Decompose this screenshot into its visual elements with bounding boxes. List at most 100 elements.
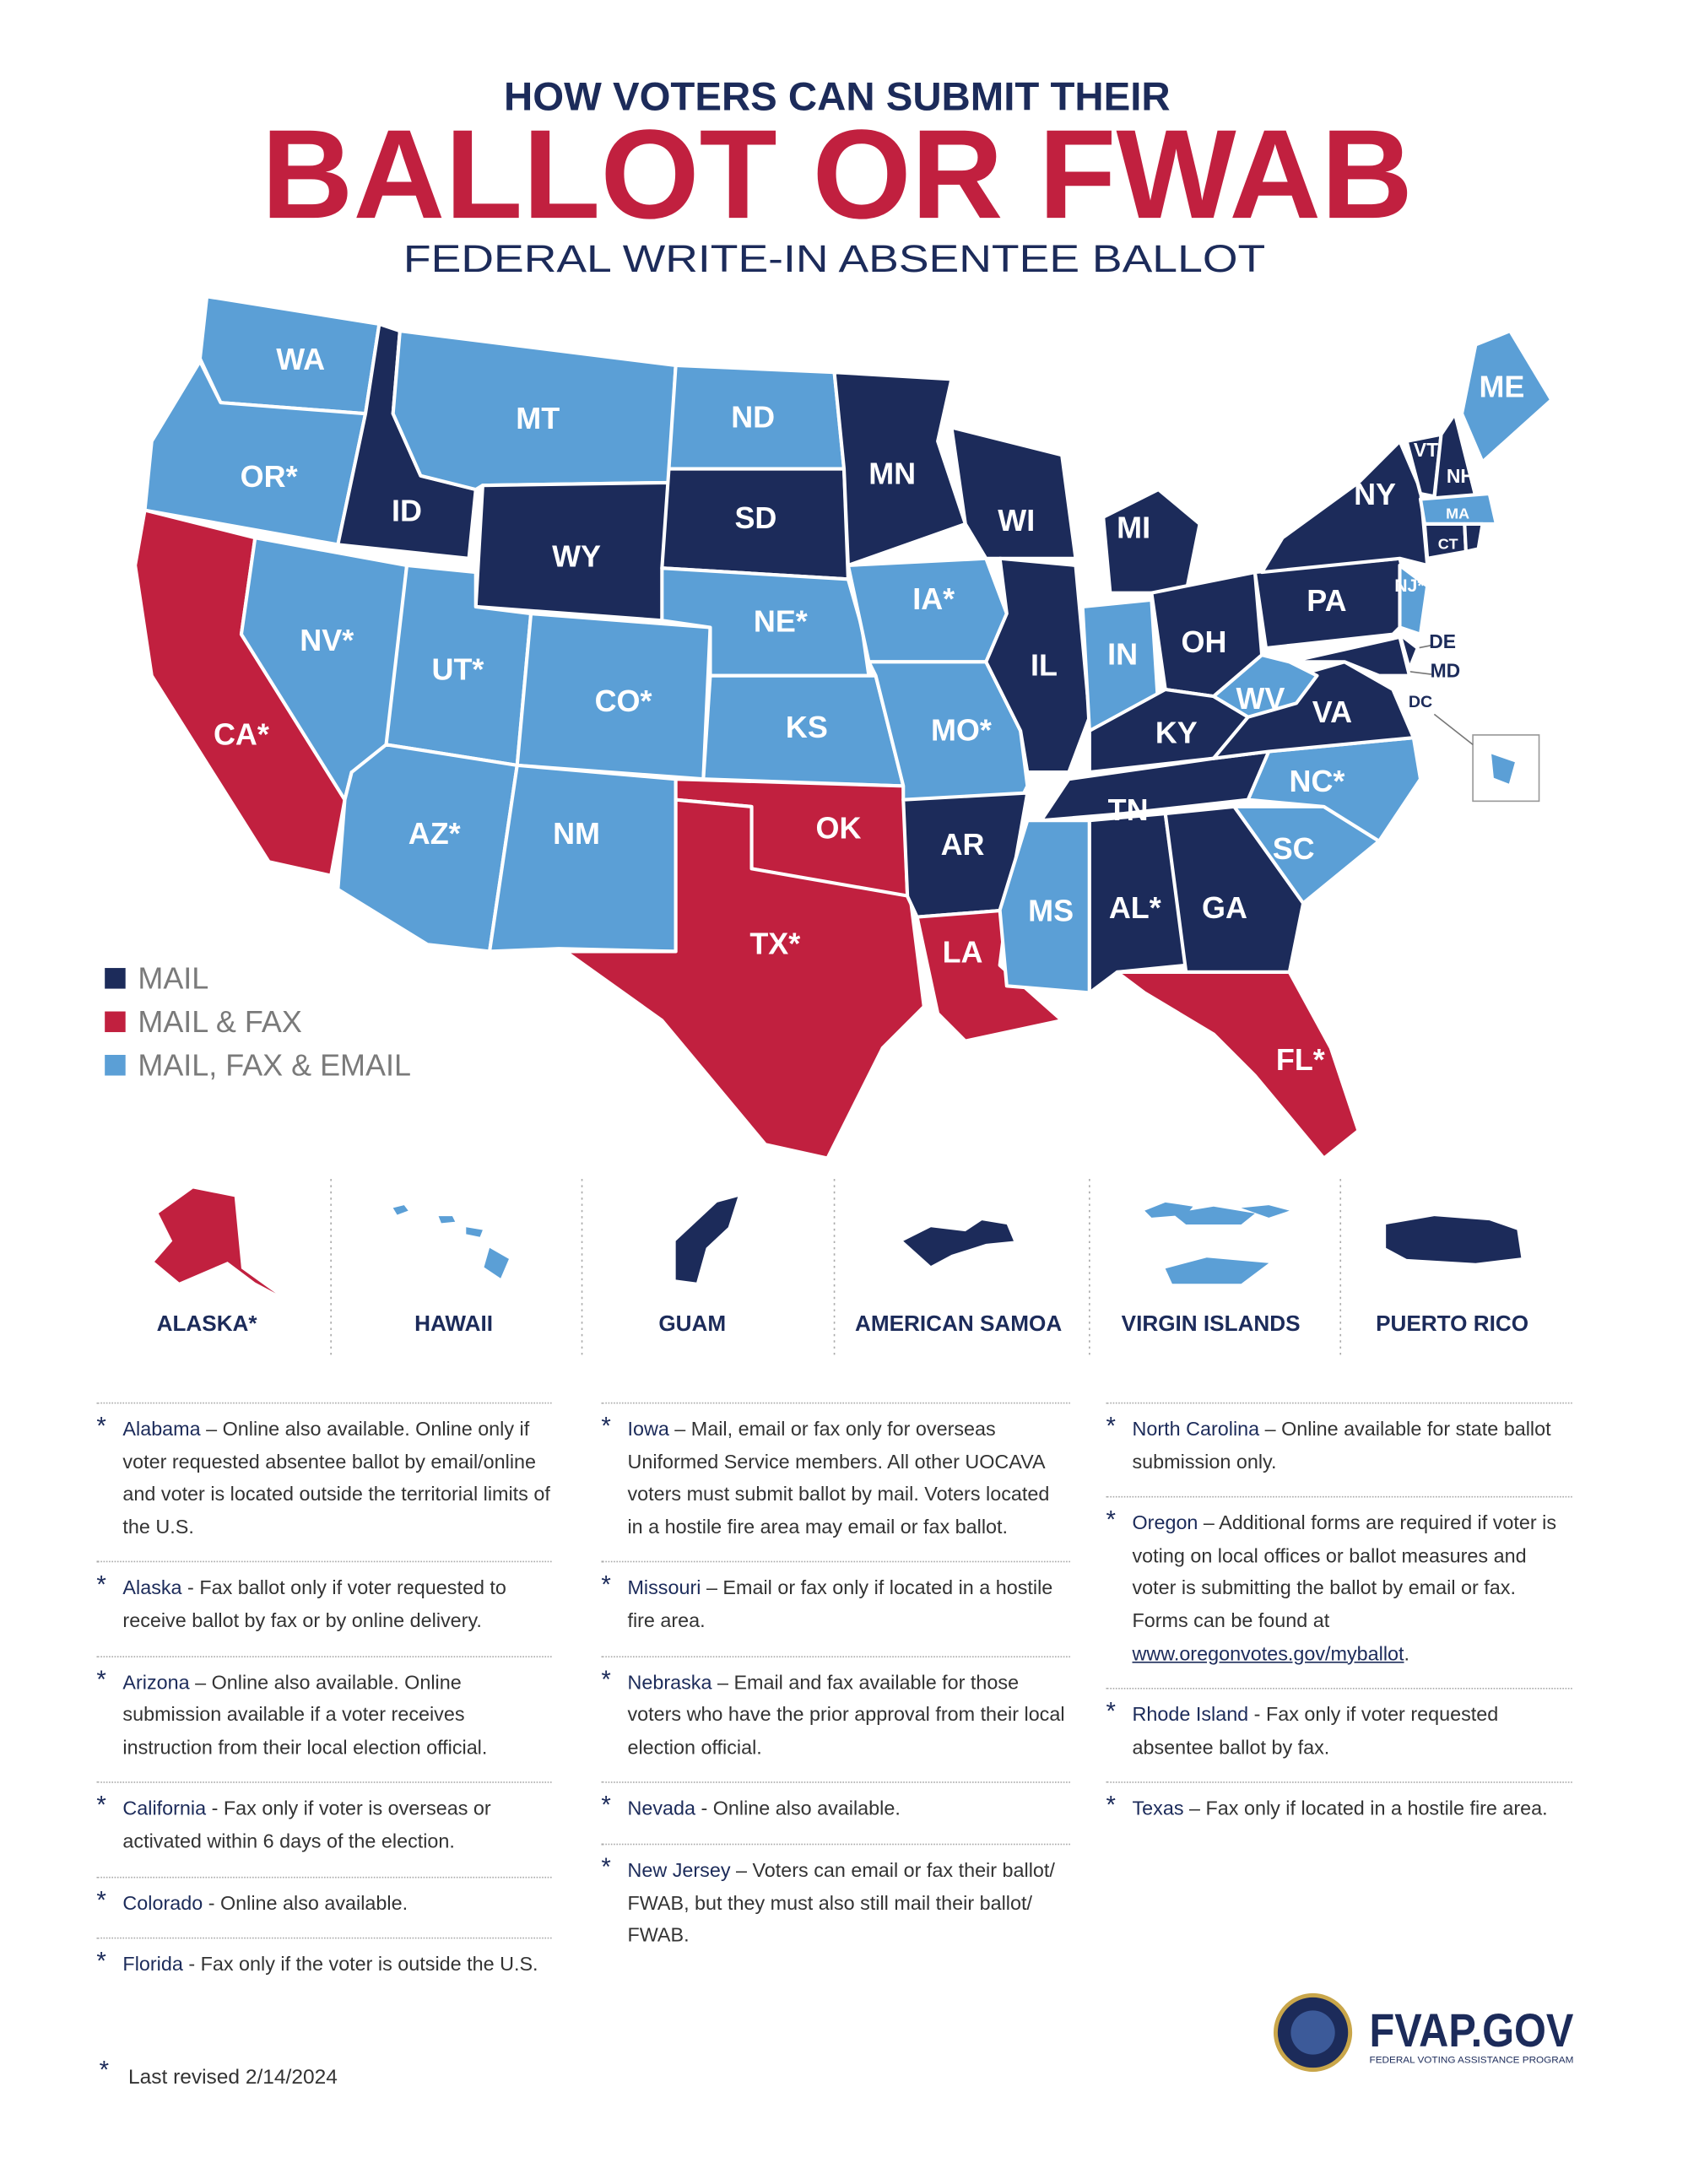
state-label: ID: [392, 494, 422, 528]
note-state: Missouri: [627, 1577, 701, 1601]
note: * Alabama – Online also available. Online…: [96, 1402, 552, 1562]
title-line3: FEDERAL WRITE-IN ABSENTEE BALLOT: [403, 237, 1265, 280]
legend-swatch: [105, 1055, 126, 1076]
state: [1260, 439, 1430, 575]
logo-sub: FEDERAL VOTING ASSISTANCE PROGRAM: [1370, 2055, 1574, 2065]
legend-label: MAIL & FAX: [138, 1004, 301, 1039]
state-label: GA: [1202, 890, 1247, 925]
note: * Alaska - Fax ballot only if voter reque…: [96, 1561, 552, 1655]
note-text: – Additional forms are required if voter…: [1132, 1512, 1557, 1633]
title-line1: HOW VOTERS CAN SUBMIT THEIR: [504, 75, 1171, 120]
state-label: CO*: [595, 684, 652, 718]
territory-label: VIRGIN ISLANDS: [1122, 1311, 1301, 1336]
note-text: - Fax ballot only if voter requested to …: [122, 1577, 506, 1633]
note: * Texas – Fax only if located in a hostil…: [1106, 1781, 1572, 1844]
state-label: DE: [1429, 630, 1456, 652]
state-label: OR*: [241, 459, 298, 494]
note-marker: *: [96, 1665, 106, 1693]
note-text: - Online also available.: [203, 1892, 408, 1915]
notes-column: * Alabama – Online also available. Online…: [96, 1402, 552, 1999]
state: [1463, 522, 1485, 554]
note-marker: *: [1106, 1412, 1116, 1440]
note-text: - Online also available.: [695, 1798, 901, 1821]
note: * Missouri – Email or fax only if located…: [601, 1561, 1070, 1655]
note-text: - Fax only if voter requested absentee b…: [1132, 1704, 1499, 1760]
state-label: MN: [868, 457, 916, 491]
state-label: MT: [516, 401, 560, 435]
territory-shape: [1386, 1216, 1522, 1263]
note-marker: *: [601, 1852, 611, 1881]
territory-shape: [1144, 1202, 1290, 1284]
note-state: Texas: [1132, 1798, 1184, 1821]
state-label: IL: [1031, 648, 1058, 683]
state: [950, 425, 1078, 560]
state-label: IN: [1107, 637, 1138, 672]
state-label: UT*: [432, 652, 484, 687]
state-label: KY: [1155, 716, 1198, 750]
state-label: NH: [1447, 465, 1474, 487]
note-state: Oregon: [1132, 1512, 1198, 1535]
legend-label: MAIL, FAX & EMAIL: [138, 1048, 411, 1083]
state-label: WI: [998, 503, 1035, 538]
state: [1163, 804, 1306, 975]
note-state: Colorado: [122, 1892, 203, 1915]
state-label: WV: [1236, 681, 1285, 716]
note-state: Nevada: [627, 1798, 695, 1821]
note-link[interactable]: www.oregonvotes.gov/myballot: [1132, 1643, 1404, 1666]
note-state: Arizona: [122, 1672, 190, 1695]
state-label: MD: [1431, 659, 1461, 681]
note-marker: *: [1106, 1697, 1116, 1726]
state: [1211, 653, 1319, 719]
leader-line: [1409, 670, 1432, 675]
territory-label: AMERICAN SAMOA: [855, 1311, 1062, 1336]
territory-label: HAWAII: [414, 1311, 493, 1336]
logo: FVAP.GOV: [1370, 2004, 1574, 2057]
leader-line: [1433, 713, 1474, 745]
state-label: FL*: [1276, 1042, 1325, 1077]
note: * Colorado - Online also available.: [96, 1876, 552, 1938]
note-text: .: [1404, 1643, 1410, 1666]
dod-seal-inner: [1290, 2010, 1335, 2055]
state-label: TN: [1108, 792, 1149, 827]
legend-swatch: [105, 968, 126, 989]
state-label: NV*: [300, 623, 354, 657]
state-label: OK: [816, 810, 862, 845]
state-label: NM: [553, 816, 600, 851]
notes-column: * Iowa – Mail, email or fax only for over…: [601, 1402, 1070, 1970]
note: * New Jersey – Voters can email or fax th…: [601, 1843, 1070, 1970]
state-label: AZ*: [408, 816, 461, 851]
note-state: Alabama: [122, 1419, 201, 1441]
state: [488, 763, 678, 954]
note: * Iowa – Mail, email or fax only for over…: [601, 1402, 1070, 1562]
state-label: ND: [731, 400, 775, 435]
note-state: Florida: [122, 1954, 183, 1976]
state-label: MI: [1117, 510, 1150, 544]
state-label: IA*: [912, 581, 955, 616]
state-label: NC*: [1290, 764, 1345, 798]
state-label: SC: [1273, 831, 1315, 866]
note-state: Iowa: [627, 1419, 669, 1441]
note: * Rhode Island - Fax only if voter reques…: [1106, 1688, 1572, 1781]
state-label: VA: [1312, 695, 1352, 729]
note-marker: *: [96, 1792, 106, 1819]
territory-label: ALASKA*: [157, 1311, 258, 1336]
note: * Nevada - Online also available.: [601, 1781, 1070, 1844]
note-marker: *: [601, 1792, 611, 1819]
territory-shape: [392, 1205, 509, 1279]
territory-label: GUAM: [658, 1311, 726, 1336]
note-text: – Voters can email or fax their ballot/ …: [627, 1860, 1055, 1948]
state-label: VT: [1414, 439, 1438, 461]
state-label: MA: [1446, 505, 1469, 522]
state: [1418, 491, 1498, 526]
note: * California - Fax only if voter is overs…: [96, 1781, 552, 1876]
note-text: – Online also available. Online only if …: [122, 1419, 550, 1539]
footnote-marker: *: [100, 2056, 109, 2084]
state-label: NE*: [754, 603, 808, 638]
territory-shape: [675, 1197, 738, 1283]
note-marker: *: [601, 1570, 611, 1599]
territory-label: PUERTO RICO: [1376, 1311, 1528, 1336]
state-label: NY: [1354, 477, 1396, 511]
note-marker: *: [1106, 1792, 1116, 1819]
